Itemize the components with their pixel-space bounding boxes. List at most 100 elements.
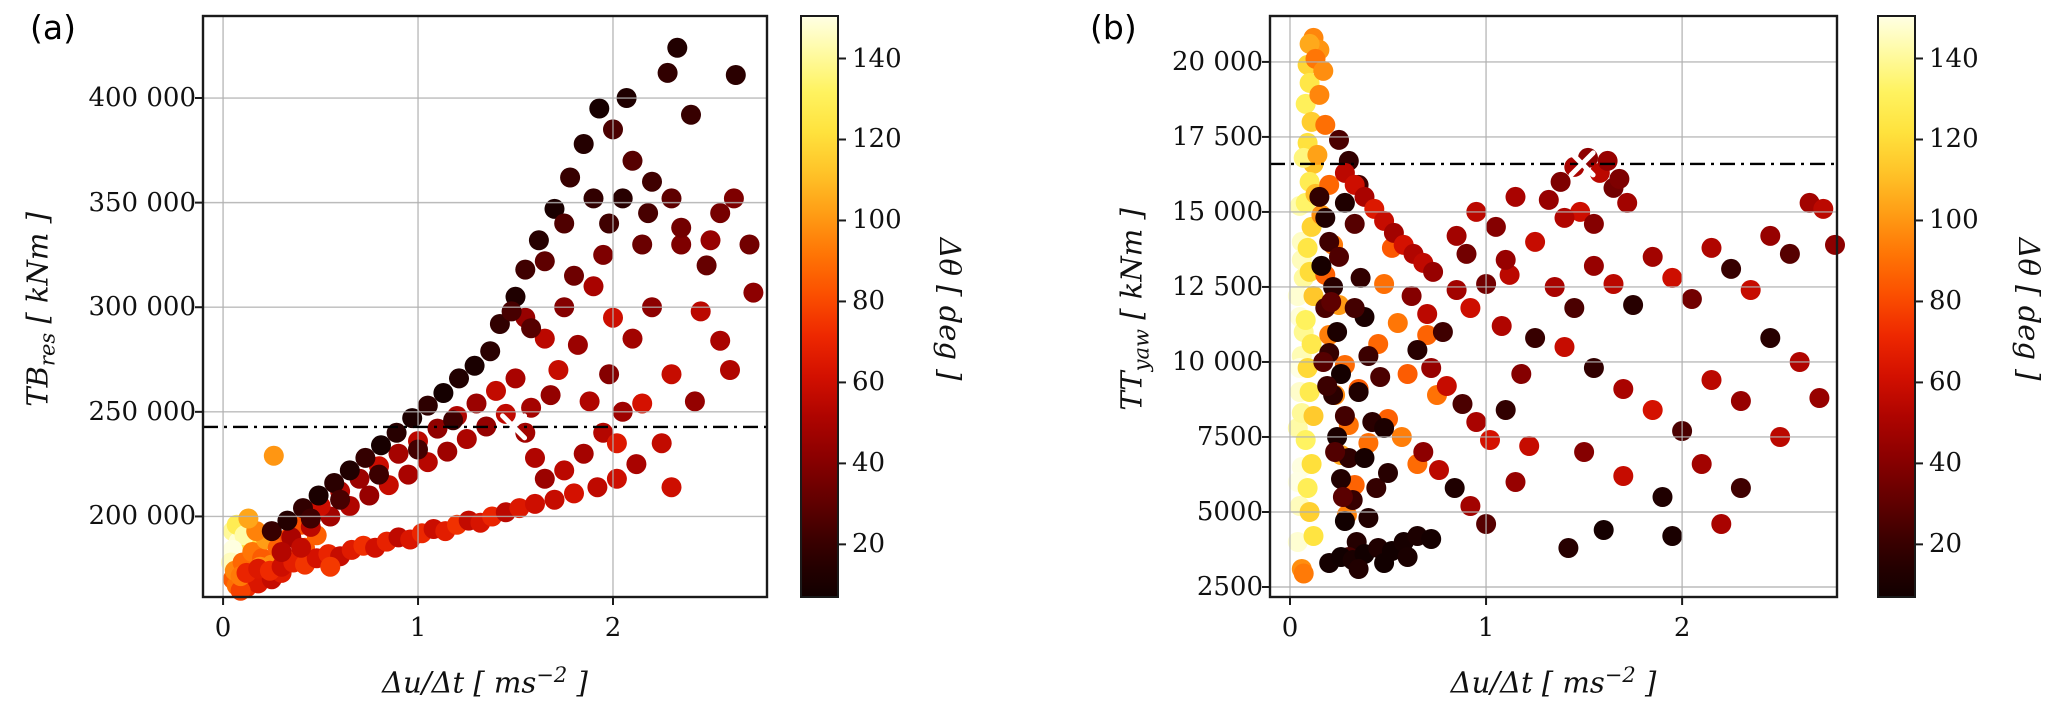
scatter-point	[466, 393, 487, 414]
scatter-point	[661, 188, 682, 209]
scatter-point	[1287, 532, 1308, 552]
scatter-point	[1519, 436, 1540, 456]
scatter-point	[1374, 274, 1395, 294]
scatter-point	[622, 328, 643, 349]
scatter-point	[1321, 292, 1342, 312]
scatter-point	[700, 230, 721, 251]
scatter-point	[261, 521, 282, 542]
scatter-point	[632, 234, 653, 255]
scatter-point	[449, 368, 469, 389]
scatter-point	[1374, 553, 1395, 573]
scatter-point	[743, 282, 764, 303]
scatter-point	[1332, 487, 1353, 507]
panel-b: (b) Δu/Δt [ ms−2 ] TTyaw [ kNm ] Δθ [ de…	[1034, 0, 2067, 724]
panel-b-colorbar-label: Δθ [ deg ]	[2012, 237, 2046, 381]
scatter-point	[554, 213, 575, 234]
scatter-point	[525, 493, 545, 514]
scatter-point	[1609, 168, 1630, 189]
scatter-point	[1319, 231, 1340, 252]
colorbar-tick-label: 20	[1929, 529, 1963, 560]
scatter-point	[1299, 382, 1320, 402]
scatter-point	[1432, 322, 1453, 342]
scatter-point	[1730, 391, 1751, 411]
scatter-point	[690, 301, 711, 322]
scatter-point	[1295, 310, 1316, 330]
scatter-point	[521, 318, 542, 339]
scatter-point	[1603, 274, 1624, 294]
y-tick-label: 7500	[1196, 421, 1263, 452]
scatter-point	[534, 468, 555, 489]
scatter-point	[1525, 231, 1546, 252]
scatter-point	[1417, 304, 1438, 324]
scatter-point	[1317, 376, 1338, 396]
scatter-point	[525, 447, 545, 468]
y-tick-label: 10 000	[1172, 346, 1263, 377]
y-tick-label: 20 000	[1172, 46, 1263, 77]
scatter-point	[480, 341, 501, 362]
panel-b-tag: (b)	[1090, 8, 1137, 47]
scatter-point	[1760, 225, 1781, 246]
scatter-point	[443, 410, 464, 431]
scatter-point	[1303, 526, 1324, 546]
scatter-point	[1701, 370, 1722, 390]
scatter-point	[1642, 400, 1663, 420]
scatter-point	[1662, 267, 1683, 288]
scatter-point	[720, 360, 740, 380]
scatter-point	[291, 537, 312, 558]
y-tick-label: 300 000	[88, 292, 196, 323]
scatter-point	[1350, 267, 1371, 288]
scatter-point	[371, 435, 391, 456]
scatter-point	[1662, 526, 1683, 546]
scatter-point	[534, 328, 555, 349]
scatter-point	[739, 234, 760, 255]
scatter-point	[505, 368, 526, 389]
scatter-point	[486, 380, 506, 401]
scatter-point	[1550, 171, 1571, 192]
scatter-point	[1456, 243, 1477, 264]
scatter-point	[1315, 114, 1336, 135]
scatter-point	[657, 62, 678, 83]
scatter-point	[1558, 538, 1579, 558]
colorbar-gradient	[1878, 16, 1915, 597]
scatter-point	[725, 65, 746, 85]
scatter-point	[612, 188, 633, 209]
scatter-point	[1613, 466, 1634, 486]
scatter-point	[1740, 280, 1761, 300]
colorbar-tick-label: 20	[852, 529, 886, 560]
scatter-point	[1554, 207, 1575, 228]
scatter-point	[1301, 334, 1322, 354]
scatter-point	[544, 489, 565, 510]
scatter-point	[515, 259, 536, 280]
x-tick-label: 2	[1673, 613, 1691, 643]
y-tick-label: 400 000	[88, 83, 196, 113]
scatter-point	[544, 198, 565, 219]
scatter-point	[417, 395, 438, 416]
scatter-point	[534, 251, 555, 272]
scatter-point	[606, 468, 627, 489]
colorbar-tick-label: 80	[1929, 286, 1963, 317]
scatter-point	[1358, 346, 1379, 366]
scatter-point	[1344, 213, 1365, 234]
scatter-point	[1446, 225, 1467, 246]
scatter-point	[1691, 454, 1712, 474]
scatter-point	[1652, 487, 1673, 507]
scatter-point	[1366, 478, 1387, 498]
axes-spine	[1268, 14, 1839, 599]
scatter-point	[548, 360, 569, 380]
scatter-point	[1307, 144, 1328, 165]
scatter-point	[1436, 376, 1457, 396]
scatter-point	[564, 483, 584, 504]
colorbar-tick-label: 100	[852, 205, 902, 236]
scatter-point	[667, 37, 688, 58]
scatter-point	[271, 542, 292, 562]
scatter-point	[1495, 400, 1516, 420]
scatter-point	[1583, 255, 1604, 276]
y-tick-label: 5000	[1196, 496, 1263, 527]
scatter-point	[1313, 60, 1334, 81]
scatter-point	[1701, 237, 1722, 258]
scatter-point	[1299, 33, 1320, 54]
scatter-point	[567, 334, 588, 355]
scatter-point	[1446, 280, 1467, 300]
scatter-point	[1329, 246, 1349, 267]
y-tick-label: 17 500	[1172, 121, 1263, 152]
